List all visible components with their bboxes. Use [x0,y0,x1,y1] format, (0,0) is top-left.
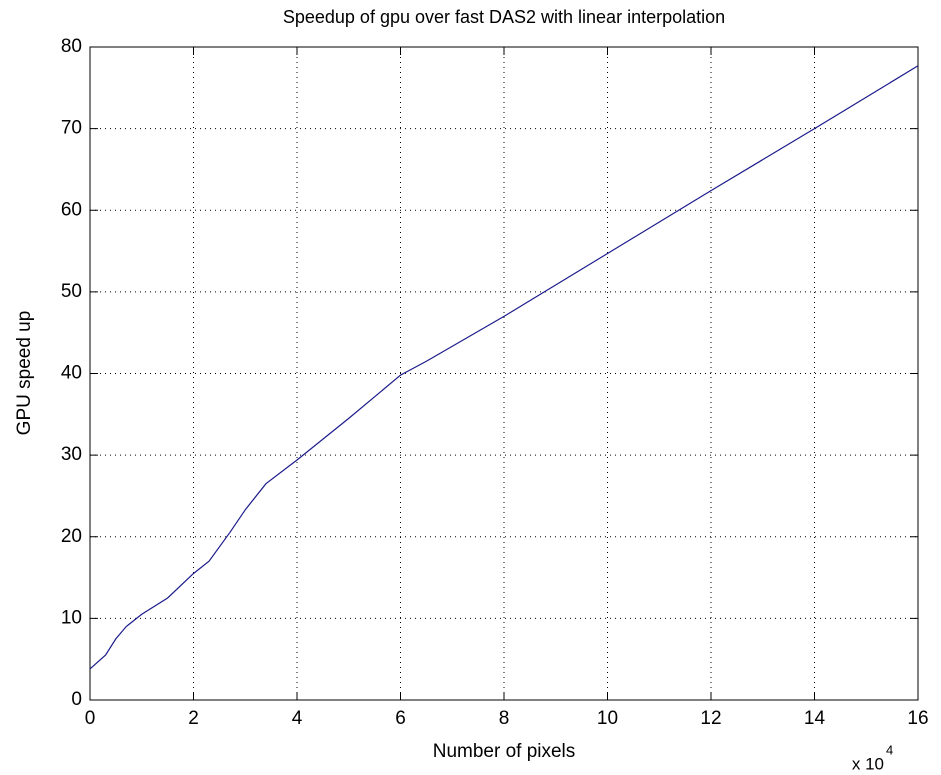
x-tick-label: 16 [907,708,928,729]
y-tick-label: 0 [71,689,82,710]
y-tick-label: 80 [61,36,82,57]
x-tick-label: 12 [700,708,721,729]
plot-frame [89,46,919,701]
y-tick-label: 60 [61,199,82,220]
y-tick-label: 10 [61,607,82,628]
y-tick-label: 20 [61,526,82,547]
y-tick-label: 40 [61,363,82,384]
data-line [89,65,919,670]
y-tick-label: 30 [61,444,82,465]
x-tick-label: 4 [292,708,303,729]
x-tick-label: 0 [85,708,96,729]
x-tick-label: 8 [499,708,510,729]
x-multiplier: x 10 [852,754,884,773]
x-tick-label: 10 [597,708,618,729]
x-multiplier-exponent: 4 [886,742,893,757]
chart-title: Speedup of gpu over fast DAS2 with linea… [283,7,725,27]
y-tick-label: 70 [61,118,82,139]
y-axis-label: GPU speed up [14,311,35,436]
x-axis-label: Number of pixels [433,741,576,762]
y-tick-label: 50 [61,281,82,302]
x-tick-label: 6 [395,708,406,729]
x-tick-label: 2 [188,708,199,729]
x-tick-label: 14 [804,708,826,729]
